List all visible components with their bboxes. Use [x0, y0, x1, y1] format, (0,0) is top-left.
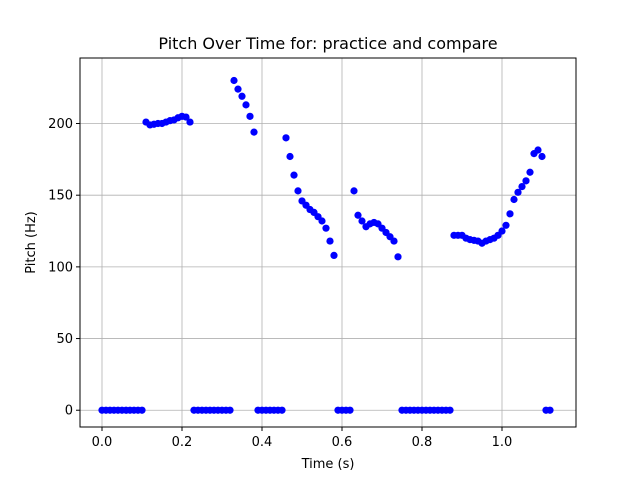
data-points: [98, 76, 554, 414]
data-point: [446, 406, 454, 414]
data-point: [498, 227, 506, 235]
x-tick-label: 0.0: [92, 435, 113, 450]
y-axis-label: Pitch (Hz): [24, 211, 39, 274]
data-point: [278, 406, 286, 414]
data-point: [522, 177, 530, 185]
y-tick-label: 200: [48, 117, 73, 132]
data-point: [326, 237, 334, 245]
data-point: [518, 182, 526, 191]
y-axis: 0 50 100 150 200: [48, 117, 80, 419]
y-tick-label: 150: [48, 189, 73, 204]
data-point: [350, 187, 358, 195]
x-tick-label: 0.2: [172, 435, 193, 450]
data-point: [246, 112, 254, 120]
data-point: [502, 221, 510, 229]
data-point: [546, 406, 554, 414]
data-point: [506, 210, 514, 218]
data-point: [294, 187, 302, 195]
data-point: [322, 224, 330, 232]
chart-title: Pitch Over Time for: practice and compar…: [158, 34, 497, 53]
x-axis: 0.0 0.2 0.4 0.6 0.8 1.0: [92, 427, 513, 450]
data-point: [390, 237, 398, 245]
data-point: [234, 85, 242, 93]
plot-area: [79, 57, 577, 428]
data-point: [330, 251, 338, 260]
data-point: [534, 146, 542, 154]
x-tick-label: 1.0: [492, 435, 513, 450]
data-point: [282, 134, 290, 142]
y-tick-label: 100: [48, 260, 73, 275]
x-tick-label: 0.6: [332, 435, 353, 450]
data-point: [394, 253, 402, 261]
data-point: [226, 406, 234, 414]
data-point: [538, 152, 546, 161]
y-tick-label: 50: [56, 332, 73, 347]
data-point: [290, 171, 298, 179]
data-point: [354, 211, 362, 219]
data-point: [138, 406, 146, 414]
data-point: [318, 217, 326, 225]
data-point: [514, 188, 522, 196]
data-point: [238, 92, 246, 100]
x-tick-label: 0.4: [252, 435, 273, 450]
data-point: [286, 152, 294, 161]
x-tick-label: 0.8: [412, 435, 433, 450]
x-axis-label: Time (s): [301, 457, 355, 472]
data-point: [250, 128, 258, 136]
y-tick-label: 0: [65, 404, 73, 419]
data-point: [526, 168, 534, 176]
data-point: [242, 101, 250, 109]
data-point: [346, 406, 354, 414]
data-point: [182, 113, 190, 121]
data-point: [358, 217, 366, 225]
data-point: [230, 76, 238, 85]
data-point: [510, 195, 518, 204]
data-point: [186, 118, 194, 126]
